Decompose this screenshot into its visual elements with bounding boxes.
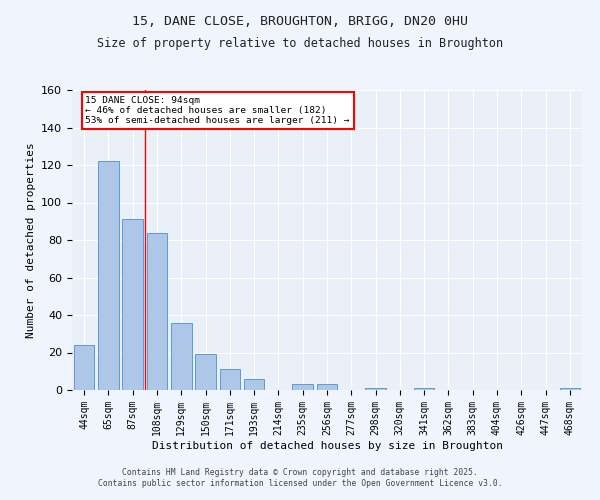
Text: Size of property relative to detached houses in Broughton: Size of property relative to detached ho… bbox=[97, 38, 503, 51]
Bar bbox=[317, 384, 337, 390]
Text: 15, DANE CLOSE, BROUGHTON, BRIGG, DN20 0HU: 15, DANE CLOSE, BROUGHTON, BRIGG, DN20 0… bbox=[132, 15, 468, 28]
Bar bbox=[244, 379, 265, 390]
Y-axis label: Number of detached properties: Number of detached properties bbox=[26, 142, 35, 338]
Bar bbox=[171, 322, 191, 390]
Bar bbox=[292, 384, 313, 390]
Bar bbox=[195, 354, 216, 390]
X-axis label: Distribution of detached houses by size in Broughton: Distribution of detached houses by size … bbox=[151, 440, 503, 450]
Bar bbox=[560, 388, 580, 390]
Bar bbox=[414, 388, 434, 390]
Bar bbox=[365, 388, 386, 390]
Bar bbox=[98, 161, 119, 390]
Text: Contains HM Land Registry data © Crown copyright and database right 2025.
Contai: Contains HM Land Registry data © Crown c… bbox=[98, 468, 502, 487]
Bar bbox=[220, 370, 240, 390]
Bar bbox=[146, 232, 167, 390]
Bar bbox=[74, 345, 94, 390]
Bar bbox=[122, 220, 143, 390]
Text: 15 DANE CLOSE: 94sqm
← 46% of detached houses are smaller (182)
53% of semi-deta: 15 DANE CLOSE: 94sqm ← 46% of detached h… bbox=[85, 96, 350, 126]
